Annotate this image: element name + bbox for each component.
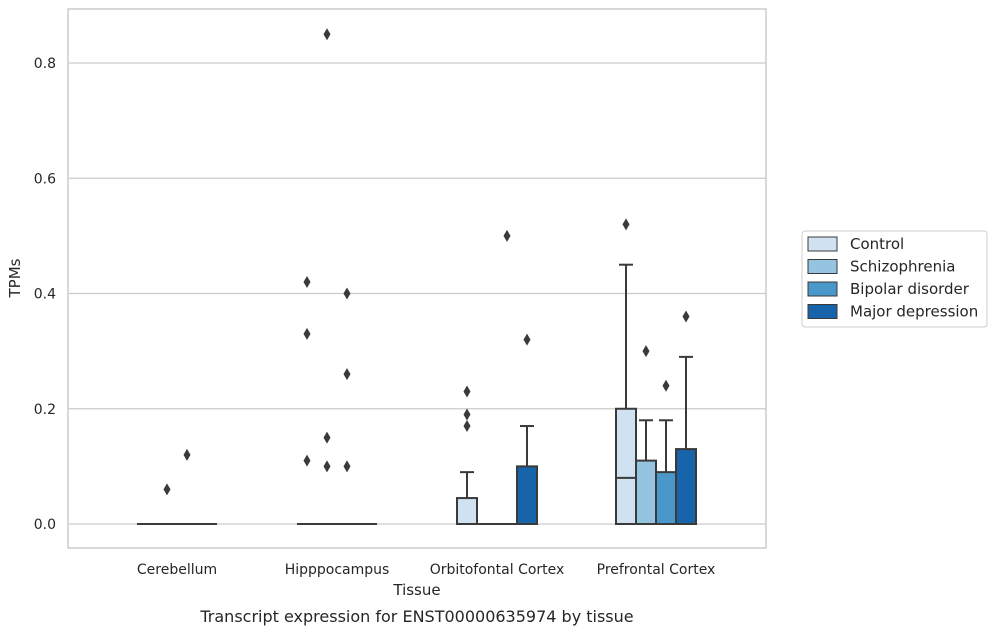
outlier-point <box>622 218 630 231</box>
legend-swatch <box>807 259 838 274</box>
outlier-point <box>303 275 311 288</box>
outlier-point <box>662 379 670 392</box>
outlier-point <box>323 460 331 473</box>
outlier-point <box>523 333 531 346</box>
outlier-point <box>323 431 331 444</box>
legend-label: Schizophrenia <box>850 258 955 276</box>
gridlines <box>68 62 766 525</box>
x-axis-title: Tissue <box>392 581 440 599</box>
legend-label: Bipolar disorder <box>850 280 970 298</box>
box-bipolar-disorder <box>655 379 677 526</box>
legend: Control Schizophrenia Bipolar disorder Majo… <box>801 230 988 328</box>
outlier-point <box>163 483 171 496</box>
x-tick-label: Prefrontal Cortex <box>597 562 716 578</box>
outlier-point <box>343 460 351 473</box>
outlier-point <box>463 420 471 433</box>
outlier-point <box>503 229 511 242</box>
plot-marks <box>137 28 697 526</box>
box-iqr <box>675 448 697 525</box>
y-tick-labels: 0.0 0.2 0.4 0.6 0.8 <box>34 56 56 533</box>
box-iqr <box>615 407 637 525</box>
box-bipolar-disorder <box>497 229 517 525</box>
box-schizophrenia <box>157 483 177 525</box>
plot-frame <box>67 8 767 549</box>
box-control <box>615 218 637 525</box>
y-tick-label: 0.8 <box>34 56 56 72</box>
y-tick-label: 0.0 <box>34 517 56 533</box>
outlier-point <box>183 448 191 461</box>
outlier-point <box>463 408 471 421</box>
legend-frame <box>801 230 988 328</box>
outlier-point <box>682 310 690 323</box>
outlier-point <box>323 28 331 41</box>
box-iqr <box>635 459 657 525</box>
y-tick-label: 0.6 <box>34 171 56 187</box>
x-tick-label: Orbitofontal Cortex <box>430 562 565 578</box>
x-tick-label: Hipppocampus <box>285 562 390 578</box>
outlier-point <box>463 385 471 398</box>
box-iqr <box>655 471 677 526</box>
legend-label: Control <box>850 235 904 253</box>
legend-swatch <box>807 236 838 252</box>
x-tick-label: Cerebellum <box>137 562 217 578</box>
legend-label: Major depression <box>850 303 978 321</box>
box-major-depression <box>675 310 697 525</box>
legend-swatch <box>807 281 838 297</box>
outlier-point <box>343 287 351 300</box>
outlier-point <box>343 368 351 381</box>
outlier-point <box>303 327 311 340</box>
x-tick-labels: Cerebellum Hipppocampus Orbitofontal Corte… <box>137 562 715 578</box>
chart-caption: Transcript expression for ENST0000063597… <box>199 607 633 626</box>
outlier-point <box>642 345 650 358</box>
y-axis-title: TPMs <box>6 258 24 298</box>
box-bipolar-disorder <box>337 287 357 525</box>
box-schizophrenia <box>317 28 337 525</box>
box-iqr <box>516 465 538 525</box>
outlier-point <box>303 454 311 467</box>
box-control <box>456 385 478 526</box>
y-tick-label: 0.2 <box>34 402 56 418</box>
box-bipolar-disorder <box>177 448 197 525</box>
box-schizophrenia <box>635 345 657 525</box>
box-control <box>297 275 317 525</box>
y-tick-label: 0.4 <box>34 287 56 303</box>
box-iqr <box>456 497 478 526</box>
legend-swatch <box>807 304 838 319</box>
box-major-depression <box>516 333 538 525</box>
